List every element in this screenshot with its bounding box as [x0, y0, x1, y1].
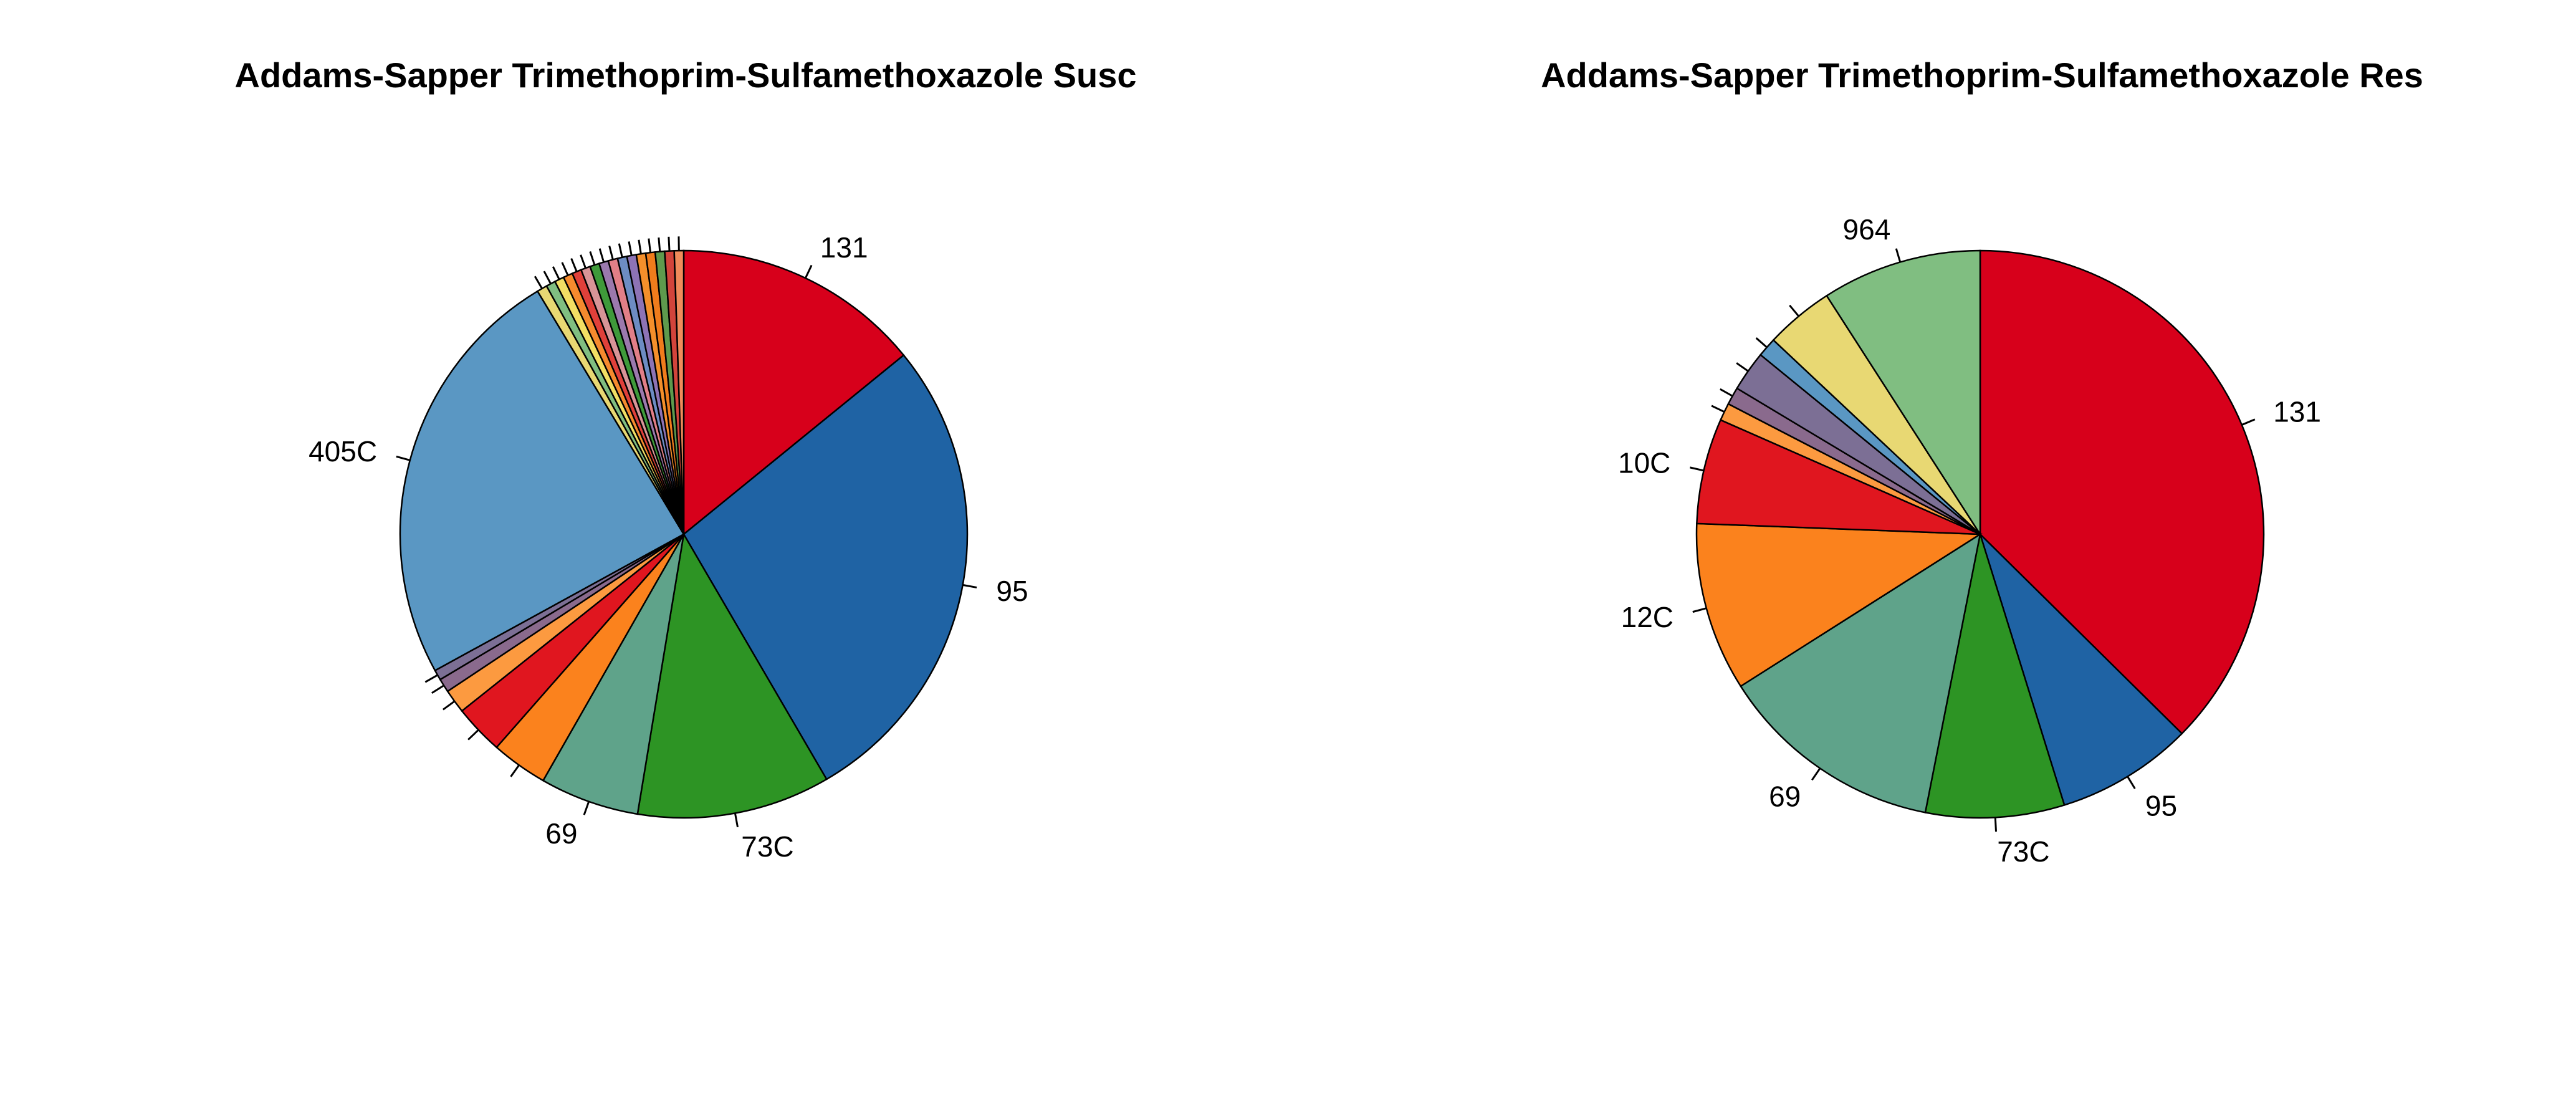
susceptible-label-tick-unlabeled-12: [552, 266, 560, 280]
susceptible-label-tick-73C: [734, 813, 739, 828]
susceptible-label-tick-unlabeled-16: [589, 251, 596, 266]
susceptible-slice-73C: [636, 532, 828, 819]
resistant-label-tick-131: [2241, 418, 2256, 426]
susceptible-label-tick-unlabeled-10: [534, 276, 543, 289]
susceptible-label-tick-unlabeled-22: [648, 238, 652, 253]
susceptible-slice-label-405C: 405C: [309, 435, 377, 468]
susceptible-label-tick-131: [804, 264, 813, 279]
resistant-label-tick-69: [1811, 767, 1821, 781]
resistant-slice-label-73C: 73C: [1997, 835, 2049, 868]
susceptible-label-tick-unlabeled-11: [543, 271, 552, 284]
resistant-label-tick-unlabeled-7: [1720, 388, 1733, 397]
resistant-label-tick-unlabeled-8: [1736, 362, 1749, 372]
resistant-pie-labels: 131 95 73C 69 12C 10C 964: [1618, 213, 2321, 868]
resistant-slice-label-131: 131: [2273, 396, 2321, 428]
resistant-label-tick-964: [1895, 248, 1902, 262]
resistant-label-tick-10C: [1690, 466, 1704, 472]
susceptible-slice-131: [682, 249, 905, 536]
resistant-slice-label-10C: 10C: [1618, 447, 1670, 479]
resistant-slice-95: [1979, 534, 2183, 807]
susceptible-label-tick-unlabeled-5: [467, 729, 479, 741]
resistant-slice-964: [1826, 249, 1981, 537]
susceptible-label-tick-unlabeled-23: [658, 237, 661, 252]
resistant-label-tick-unlabeled-10: [1789, 304, 1800, 317]
resistant-label-tick-12C: [1692, 607, 1707, 613]
susceptible-label-tick-unlabeled-18: [608, 246, 614, 260]
susceptible-label-tick-unlabeled-20: [628, 241, 633, 256]
susceptible-chart-title: Addams-Sapper Trimethoprim-Sulfamethoxaz…: [235, 55, 1137, 95]
susceptible-pie-slices: [399, 249, 969, 819]
resistant-slice-label-69: 69: [1769, 780, 1801, 813]
susceptible-label-tick-unlabeled-4: [510, 764, 520, 777]
resistant-label-tick-95: [2127, 775, 2136, 789]
susceptible-pie-labels: 131 95 73C 69 405C: [309, 231, 1028, 863]
resistant-label-tick-unlabeled-6: [1711, 405, 1725, 413]
resistant-pie-chart: Addams-Sapper Trimethoprim-Sulfamethoxaz…: [1541, 55, 2423, 868]
susceptible-label-tick-95: [962, 583, 977, 588]
resistant-slice-label-964: 964: [1843, 213, 1891, 246]
susceptible-label-tick-unlabeled-17: [598, 248, 605, 262]
susceptible-slice-unlabeled-25: [673, 249, 685, 535]
resistant-slice-label-12C: 12C: [1621, 601, 1673, 633]
susceptible-label-tick-unlabeled-19: [618, 243, 623, 258]
susceptible-label-tick-unlabeled-8: [424, 674, 438, 683]
susceptible-label-tick-unlabeled-21: [638, 239, 642, 254]
resistant-slice-label-95: 95: [2145, 789, 2177, 822]
susceptible-label-tick-405C: [396, 455, 411, 461]
resistant-chart-title: Addams-Sapper Trimethoprim-Sulfamethoxaz…: [1541, 55, 2423, 95]
susceptible-pie-chart: Addams-Sapper Trimethoprim-Sulfamethoxaz…: [235, 55, 1137, 863]
resistant-slice-10C: [1696, 419, 1981, 535]
resistant-label-tick-unlabeled-9: [1755, 337, 1768, 348]
susceptible-label-tick-unlabeled-13: [561, 262, 569, 276]
resistant-label-tick-73C: [1994, 817, 1998, 832]
resistant-slice-73C: [1924, 534, 2066, 819]
susceptible-slice-95: [682, 353, 969, 780]
susceptible-label-tick-69: [583, 801, 590, 815]
susceptible-label-tick-unlabeled-6: [442, 700, 456, 711]
resistant-slice-131: [1979, 249, 2265, 735]
resistant-pie-slices: [1695, 249, 2265, 819]
susceptible-slice-label-131: 131: [820, 231, 868, 264]
susceptible-label-tick-unlabeled-7: [431, 684, 444, 694]
susceptible-label-tick-unlabeled-14: [570, 258, 578, 272]
susceptible-slice-label-73C: 73C: [741, 830, 793, 863]
susceptible-label-tick-unlabeled-15: [580, 254, 587, 269]
susceptible-slice-label-95: 95: [996, 575, 1028, 607]
susceptible-slice-69: [542, 534, 685, 815]
resistant-slice-69: [1740, 532, 1981, 814]
susceptible-slice-label-69: 69: [545, 817, 577, 850]
